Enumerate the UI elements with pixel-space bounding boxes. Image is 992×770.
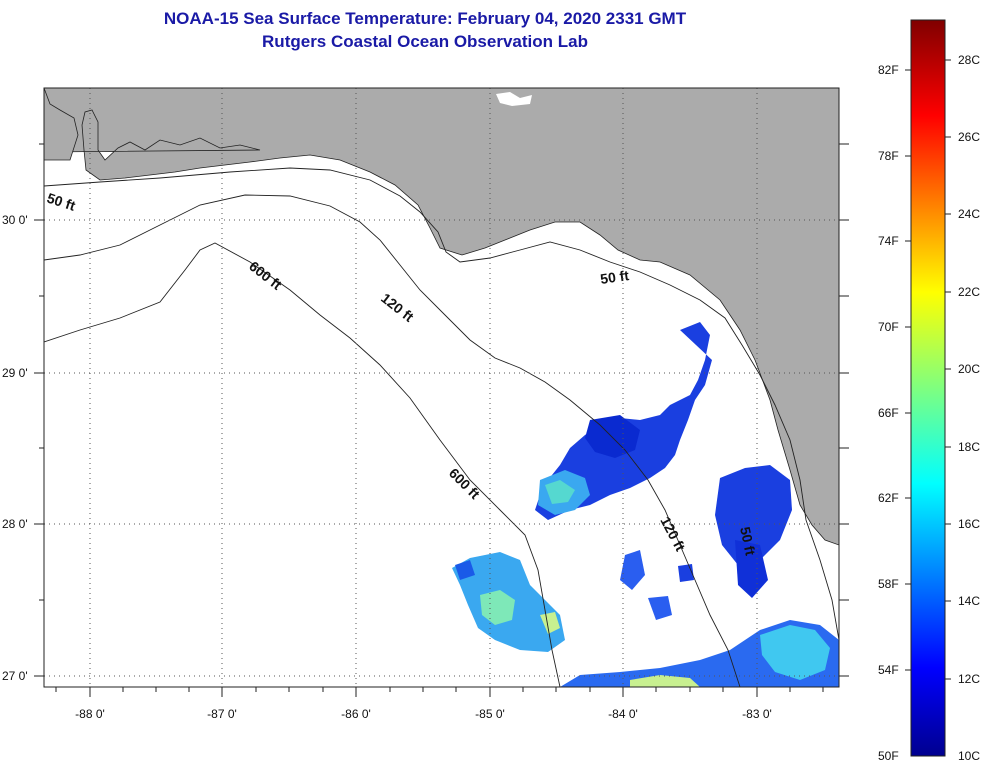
- bathymetry-contours: [44, 167, 839, 687]
- lat-label: 29 0': [2, 366, 28, 380]
- lon-label: -88 0': [75, 707, 105, 721]
- sst-patches: [452, 322, 839, 687]
- land-west: [44, 88, 79, 161]
- colorbar-f-label: 62F: [878, 491, 899, 505]
- contour-label-50-e: 50 ft: [599, 267, 630, 287]
- lon-label: -85 0': [475, 707, 505, 721]
- lat-label: 28 0': [2, 517, 28, 531]
- lat-label: 30 0': [2, 213, 28, 227]
- colorbar-c-label: 18C: [958, 440, 980, 454]
- tick-marks: [34, 143, 849, 697]
- lat-label: 27 0': [2, 669, 28, 683]
- colorbar-c-label: 26C: [958, 130, 980, 144]
- colorbar-c-label: 28C: [958, 53, 980, 67]
- colorbar-ticks: [905, 59, 951, 680]
- lon-label: -84 0': [608, 707, 638, 721]
- contour-label-50-se: 50 ft: [737, 525, 759, 557]
- colorbar-c-label: 20C: [958, 362, 980, 376]
- lon-label: -87 0': [207, 707, 237, 721]
- colorbar-c-label: 22C: [958, 285, 980, 299]
- colorbar-f-label: 58F: [878, 577, 899, 591]
- colorbar-f-label: 74F: [878, 234, 899, 248]
- colorbar-f-label: 50F: [878, 749, 899, 763]
- colorbar-c-label: 10C: [958, 749, 980, 763]
- lake: [496, 92, 532, 106]
- colorbar: [910, 19, 946, 757]
- colorbar-f-label: 54F: [878, 663, 899, 677]
- lon-label: -86 0': [341, 707, 371, 721]
- map-subtitle: Rutgers Coastal Ocean Observation Lab: [262, 32, 588, 51]
- colorbar-c-label: 16C: [958, 517, 980, 531]
- colorbar-c-label: 12C: [958, 672, 980, 686]
- colorbar-f-label: 82F: [878, 63, 899, 77]
- land-mass: [44, 88, 839, 546]
- contour-600ft: [44, 242, 561, 687]
- colorbar-c-label: 14C: [958, 594, 980, 608]
- colorbar-f-label: 70F: [878, 320, 899, 334]
- lon-label: -83 0': [742, 707, 772, 721]
- contour-120ft: [44, 194, 741, 687]
- colorbar-f-label: 78F: [878, 149, 899, 163]
- colorbar-c-label: 24C: [958, 207, 980, 221]
- map-title: NOAA-15 Sea Surface Temperature: Februar…: [163, 9, 687, 28]
- map-frame: [43, 87, 840, 688]
- colorbar-f-label: 66F: [878, 406, 899, 420]
- contour-50ft: [44, 167, 839, 641]
